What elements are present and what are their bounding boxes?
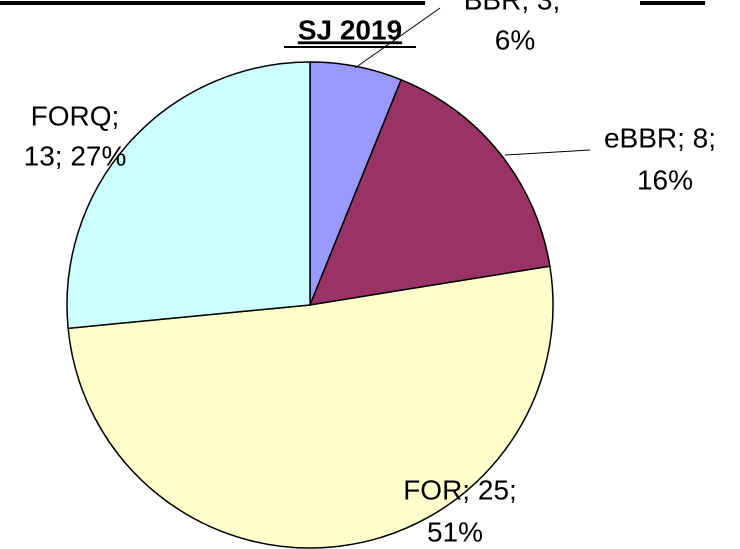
data-label: 13; 27% xyxy=(24,140,127,171)
pie-slice xyxy=(67,265,554,549)
data-label: 6% xyxy=(495,24,535,55)
data-label: 51% xyxy=(427,516,483,547)
pie-slice xyxy=(308,78,551,306)
leader-line xyxy=(504,149,591,156)
data-label: BBR; 3; xyxy=(464,0,560,15)
data-label: FOR; 25; xyxy=(403,474,517,505)
data-label: FORQ; xyxy=(31,100,120,131)
data-label: 16% xyxy=(637,164,693,195)
pie-slice xyxy=(66,61,311,330)
data-label: eBBR; 8; xyxy=(604,122,716,153)
leader-line xyxy=(354,7,441,69)
chart-title: SJ 2019 xyxy=(298,14,402,45)
